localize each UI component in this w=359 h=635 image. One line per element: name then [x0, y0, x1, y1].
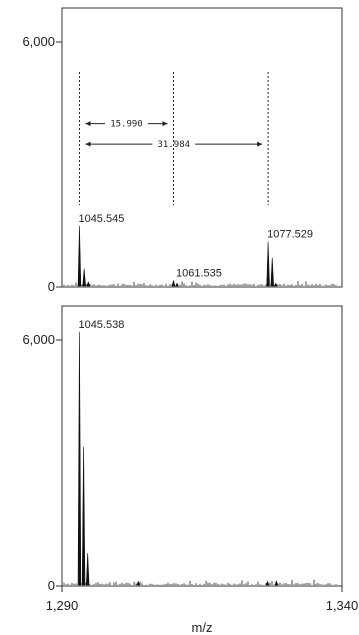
baseline-noise: [63, 579, 339, 585]
spectrum-peak: [175, 282, 179, 287]
spectrum-peak: [270, 257, 274, 287]
spectrum-peak: [82, 268, 86, 287]
bottom-spectrum-panel: 0 6,000 1,290 1,340 m/z 1045.538: [22, 305, 359, 635]
y-tick-label: 0: [48, 578, 55, 593]
spectrum-peak: [265, 580, 270, 586]
mass-difference-label: 15.990: [110, 120, 143, 130]
peak-label: 1045.538: [78, 319, 124, 331]
y-tick-label: 6,000: [22, 34, 55, 49]
x-tick-label: 1,340: [326, 598, 359, 613]
peak-label: 1045.545: [78, 213, 124, 225]
x-axis-title: m/z: [192, 620, 213, 635]
arrow-head-left: [85, 121, 91, 127]
mass-difference-arrow: 15.990: [85, 120, 168, 130]
x-tick-label: 1,290: [46, 598, 79, 613]
baseline-noise: [63, 281, 339, 286]
arrow-head-right: [257, 141, 263, 147]
spectrum-peak: [171, 280, 176, 287]
noise-trace: [63, 281, 339, 286]
y-tick-label: 6,000: [22, 332, 55, 347]
spectrum-peak: [77, 331, 82, 586]
plot-frame: [61, 305, 343, 587]
mass-difference-arrow: 31.984: [85, 140, 263, 150]
spectrum-peak: [274, 580, 279, 586]
y-tick-label: 0: [48, 279, 55, 294]
spectrum-peak: [85, 553, 90, 586]
spectrum-peak: [77, 225, 82, 287]
spectrum-peak: [273, 282, 278, 287]
mass-difference-label: 31.984: [158, 140, 191, 150]
peak-label: 1061.535: [176, 267, 222, 279]
spectrum-peak: [86, 281, 91, 287]
spectrum-peak: [136, 580, 141, 586]
noise-trace: [63, 579, 339, 585]
spectrum-peak: [266, 241, 270, 287]
arrow-head-left: [85, 141, 91, 147]
arrow-head-right: [162, 121, 168, 127]
top-spectrum-panel: 0 6,000 15.990 31.984 1045.545 1061.535 1077.5…: [22, 7, 343, 294]
plot-frame: [61, 7, 343, 288]
peak-label: 1077.529: [267, 229, 313, 241]
spectrum-peak: [81, 446, 86, 586]
